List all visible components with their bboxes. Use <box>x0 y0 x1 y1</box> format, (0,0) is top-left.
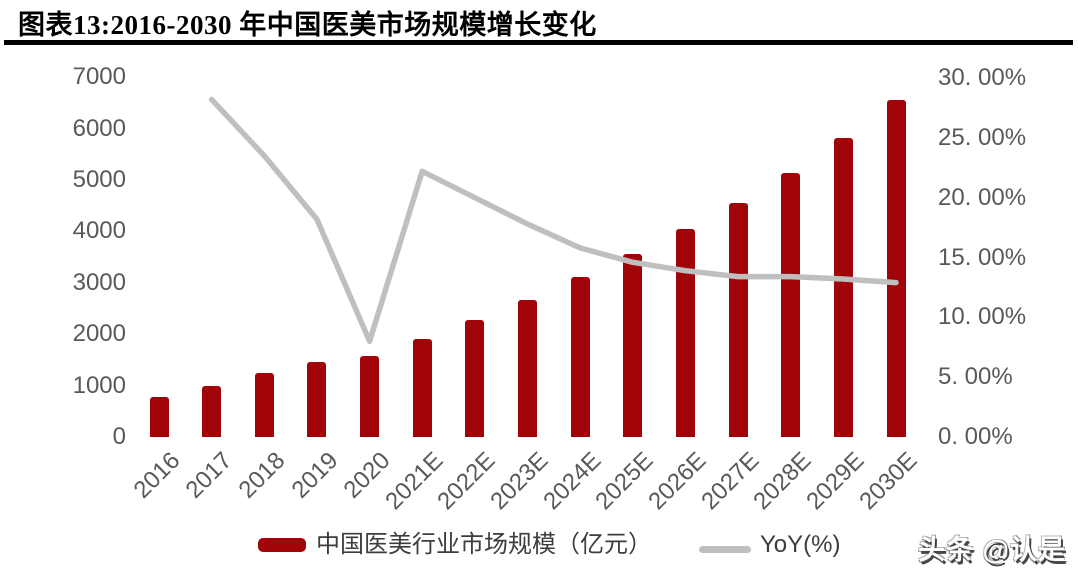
market-size-bar <box>833 138 853 437</box>
right-axis-tick-label: 0. 00% <box>938 423 1013 450</box>
left-axis-tick-label: 4000 <box>72 217 126 245</box>
legend-bar-label: 中国医美行业市场规模（亿元） <box>316 531 652 558</box>
left-axis-tick-label: 7000 <box>72 63 126 91</box>
market-size-bar <box>518 300 537 437</box>
left-axis-tick-label: 3000 <box>72 268 126 296</box>
market-size-bar <box>781 172 801 437</box>
market-size-bar <box>149 397 169 437</box>
market-size-bar <box>675 229 695 437</box>
market-size-bar <box>202 385 222 437</box>
legend-line-label: YoY(%) <box>760 531 841 558</box>
market-size-bar <box>886 100 906 437</box>
market-size-bar <box>623 253 643 437</box>
left-axis-tick-label: 1000 <box>72 371 126 399</box>
market-size-bar <box>360 355 380 437</box>
chart-title: 图表13:2016-2030 年中国医美市场规模增长变化 <box>18 10 597 40</box>
right-axis-tick-label: 5. 00% <box>938 363 1013 391</box>
right-axis-tick-label: 20. 00% <box>938 183 1027 211</box>
market-size-bar <box>254 373 274 437</box>
legend-bar-swatch <box>258 538 306 552</box>
market-size-bar <box>307 362 327 437</box>
left-axis-tick-label: 6000 <box>72 114 126 142</box>
title-underline <box>4 40 1073 45</box>
left-axis-tick-label: 2000 <box>72 320 126 348</box>
right-axis-tick-label: 25. 00% <box>938 123 1027 151</box>
right-axis-tick-label: 10. 00% <box>938 303 1027 331</box>
legend-line-swatch <box>699 546 751 553</box>
market-size-bar <box>412 338 432 437</box>
market-size-bar <box>728 203 748 437</box>
market-size-bar <box>570 276 590 437</box>
left-axis-tick-label: 0 <box>112 423 126 450</box>
right-axis-tick-label: 15. 00% <box>938 243 1027 271</box>
yoy-line <box>208 96 899 345</box>
watermark: 头条 @认是 <box>918 535 1066 565</box>
right-axis-tick-label: 30. 00% <box>938 64 1027 91</box>
left-axis-tick-label: 5000 <box>72 166 126 193</box>
market-size-bar <box>465 319 485 437</box>
